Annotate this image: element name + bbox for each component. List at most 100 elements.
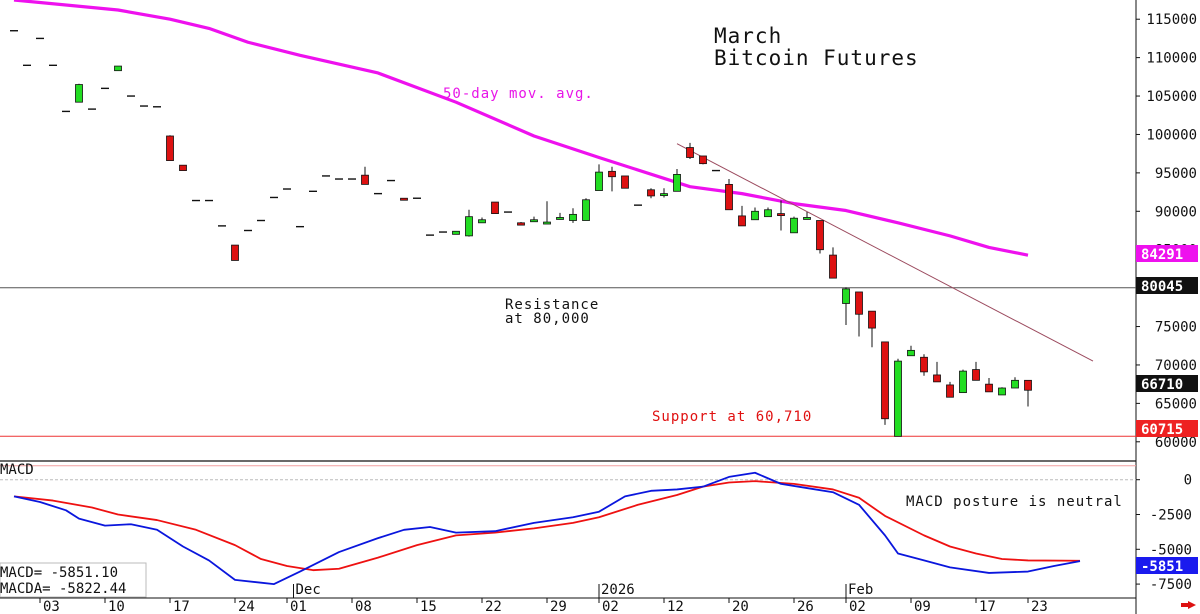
candle-body: [465, 216, 473, 237]
time-tick-label: 02: [849, 599, 866, 614]
candle: [998, 387, 1006, 396]
candle-body: [842, 288, 850, 304]
candle-body: [699, 155, 707, 165]
candle: [673, 169, 681, 192]
candle-body: [972, 369, 980, 381]
candle: [803, 212, 811, 220]
candle-body: [985, 383, 993, 393]
price-tick-label: 70000: [1155, 358, 1197, 374]
time-tick-label: 01: [290, 599, 307, 614]
candle-body: [868, 310, 876, 329]
macda-value: MACDA= -5822.44: [0, 581, 126, 597]
macd-tick-label: -2500: [1150, 507, 1192, 523]
price-tick-label: 105000: [1146, 89, 1197, 105]
candle: [517, 222, 525, 226]
candle-body: [517, 222, 525, 226]
candle: [829, 247, 837, 279]
candle-body: [608, 170, 616, 178]
candle: [751, 207, 759, 221]
candle: [114, 65, 122, 72]
candle: [894, 358, 902, 437]
candle: [985, 378, 993, 393]
downtrend-line: [676, 143, 1094, 362]
candle: [452, 230, 460, 235]
time-tick-label: 10: [108, 599, 125, 614]
candle-body: [933, 374, 941, 383]
candle-body: [530, 219, 538, 223]
candle: [543, 201, 551, 225]
price-tick-label: 115000: [1146, 12, 1197, 28]
candle-body: [673, 174, 681, 192]
candle: [465, 209, 473, 237]
sma-badge: 84291: [1136, 245, 1198, 263]
candle: [959, 369, 967, 394]
candle: [816, 220, 824, 254]
candle: [933, 361, 941, 383]
candle-body: [829, 254, 837, 279]
candle-body: [361, 174, 369, 185]
candle-body: [725, 183, 733, 211]
sma-annotation: 50-day mov. avg.: [443, 86, 594, 102]
month-label: Feb: [848, 582, 873, 598]
month-label: Dec: [296, 582, 321, 598]
candle-body: [946, 384, 954, 398]
macd-tick-label: -5000: [1150, 542, 1192, 558]
candle-body: [582, 199, 590, 221]
candle-body: [621, 175, 629, 189]
scroll-left-arrow-icon[interactable]: [1181, 601, 1196, 609]
candle: [361, 166, 369, 185]
price-tick-label: 95000: [1155, 166, 1197, 182]
candle-body: [166, 135, 174, 161]
candle: [907, 345, 915, 357]
candle: [738, 205, 746, 227]
candle: [75, 83, 83, 103]
month-label: 2026: [601, 582, 635, 598]
candle-body: [179, 164, 187, 171]
candle-body: [595, 171, 603, 191]
candle: [686, 142, 694, 160]
candle: [725, 179, 733, 211]
time-tick-label: 02: [602, 599, 619, 614]
candle-body: [777, 213, 785, 216]
candle-body: [647, 189, 655, 197]
chart-title-line-2: Bitcoin Futures: [714, 46, 919, 70]
last-price-badge: 66710: [1136, 375, 1198, 393]
candle-body: [998, 387, 1006, 396]
time-tick-label: 26: [797, 599, 814, 614]
candle: [491, 201, 499, 214]
time-tick-label: 23: [1031, 599, 1048, 614]
time-tick-label: 08: [355, 599, 372, 614]
candle-body: [959, 370, 967, 394]
svg-text:84291: 84291: [1141, 247, 1183, 263]
macd-line: [13, 471, 1081, 585]
candle-body: [764, 209, 772, 218]
candle-body: [751, 210, 759, 221]
candle: [621, 175, 629, 189]
candle: [231, 244, 239, 261]
time-tick-label: 12: [667, 599, 684, 614]
price-tick-label: 65000: [1155, 396, 1197, 412]
candle-body: [660, 193, 668, 197]
time-tick-label: 22: [485, 599, 502, 614]
candle: [881, 341, 889, 425]
time-tick-label: 17: [979, 599, 996, 614]
svg-text:80045: 80045: [1141, 279, 1183, 295]
candle: [660, 188, 668, 198]
candle: [556, 212, 564, 220]
macd-tick-label: 0: [1184, 473, 1192, 489]
svg-text:60715: 60715: [1141, 422, 1183, 438]
candle: [166, 135, 174, 161]
candle-body: [816, 220, 824, 251]
candle: [972, 361, 980, 381]
macda-signal-line: [13, 480, 1081, 572]
price-tick-label: 75000: [1155, 320, 1197, 336]
candle: [647, 188, 655, 199]
support-annotation: Support at 60,710: [652, 409, 812, 425]
candle-body: [400, 197, 408, 201]
candle-body: [1024, 379, 1032, 391]
price-tick-label: 100000: [1146, 127, 1197, 143]
candle: [1024, 379, 1032, 407]
candle: [400, 197, 408, 201]
candle: [1011, 377, 1019, 389]
time-tick-label: 24: [238, 599, 255, 614]
